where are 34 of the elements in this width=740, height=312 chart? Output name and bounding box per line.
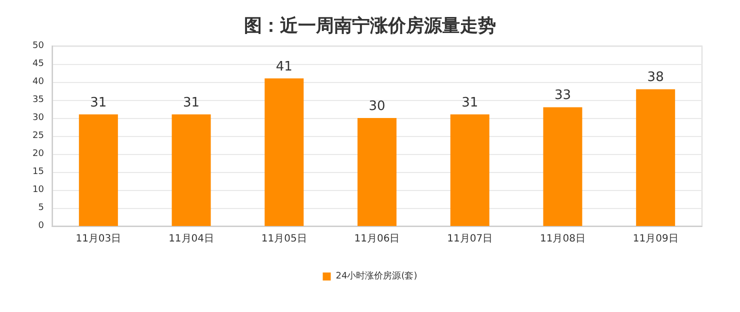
x-tick-label: 11月04日 (168, 234, 214, 244)
y-tick-label: 0 (38, 221, 44, 231)
y-tick-label: 15 (32, 167, 44, 177)
x-tick-label: 11月05日 (261, 234, 307, 244)
bar (636, 89, 676, 226)
chart-title: 图：近一周南宁涨价房源量走势 (244, 16, 496, 36)
y-tick-label: 5 (38, 203, 44, 213)
x-tick-label: 11月07日 (447, 234, 493, 244)
y-tick-label: 40 (32, 77, 44, 87)
data-label: 41 (276, 59, 292, 74)
data-label: 31 (90, 95, 107, 110)
x-tick-label: 11月09日 (632, 234, 678, 244)
y-tick-label: 35 (32, 95, 44, 105)
legend-label: 24小时涨价房源(套) (336, 270, 418, 282)
y-tick-label: 25 (32, 131, 44, 141)
bar (264, 78, 304, 226)
x-tick-label: 11月06日 (354, 234, 400, 244)
y-tick-label: 50 (32, 41, 44, 51)
bar (172, 114, 211, 226)
x-tick-label: 11月08日 (540, 234, 586, 244)
y-tick-label: 10 (32, 185, 44, 195)
data-label: 33 (554, 88, 571, 104)
y-tick-label: 45 (32, 59, 44, 69)
data-label: 31 (183, 95, 200, 110)
bar (450, 114, 490, 226)
data-label: 38 (647, 70, 664, 86)
y-tick-label: 20 (32, 149, 44, 159)
data-label: 31 (462, 95, 478, 110)
y-tick-label: 30 (32, 113, 44, 123)
x-tick-label: 11月03日 (76, 234, 122, 244)
bar (543, 107, 582, 226)
bar (78, 114, 118, 226)
bar (358, 118, 396, 226)
data-label: 30 (368, 99, 386, 114)
